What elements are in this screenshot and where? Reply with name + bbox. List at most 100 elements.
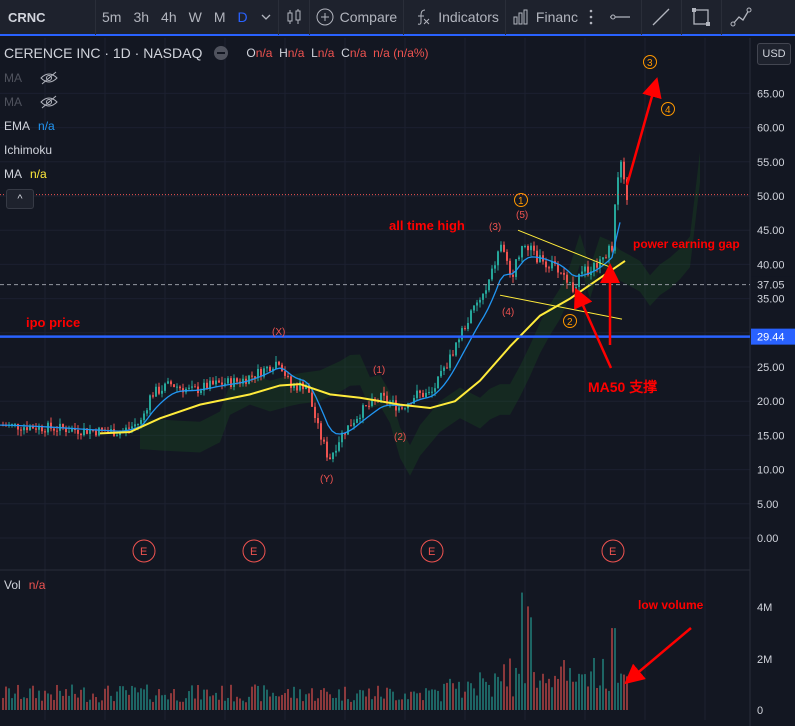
- volume-bar: [188, 691, 190, 710]
- candle-body: [440, 370, 442, 377]
- candle-body: [134, 424, 136, 427]
- candle-body: [521, 246, 523, 258]
- candle-body: [224, 383, 226, 385]
- interval-3h[interactable]: 3h: [133, 9, 150, 25]
- volume-bar: [83, 687, 85, 710]
- earnings-marker-label: E: [428, 546, 435, 558]
- price-marker-label: 37.05: [757, 280, 785, 292]
- interval-5m[interactable]: 5m: [95, 0, 127, 35]
- chart-type-button[interactable]: [277, 0, 309, 35]
- volume-bar: [308, 693, 310, 710]
- financials-label: Financ: [535, 9, 578, 25]
- volume-bar: [482, 678, 484, 710]
- candle-body: [236, 378, 238, 382]
- candle-body: [491, 268, 493, 280]
- candle-body: [230, 378, 232, 387]
- volume-bar: [440, 701, 442, 710]
- volume-bar: [539, 680, 541, 710]
- volume-bar: [623, 674, 625, 710]
- candle-body: [2, 425, 4, 427]
- volume-bar: [194, 698, 196, 710]
- legend-ma-1[interactable]: MA: [4, 71, 58, 85]
- volume-bar: [2, 697, 4, 710]
- volume-bar: [179, 701, 181, 710]
- volume-bar: [152, 701, 154, 710]
- volume-bar: [476, 695, 478, 710]
- candle-body: [122, 430, 124, 433]
- volume-bar: [248, 696, 250, 710]
- volume-bar: [221, 685, 223, 710]
- chevron-up-icon: ^: [17, 193, 23, 205]
- symbol-title[interactable]: CERENCE INC · 1D · NASDAQ: [4, 45, 203, 61]
- volume-bar: [395, 700, 397, 710]
- candle-body: [605, 257, 607, 259]
- function-icon: [418, 9, 430, 25]
- candle-body: [386, 395, 388, 403]
- volume-bar: [218, 699, 220, 710]
- volume-bar: [548, 678, 550, 710]
- legend-toggle-icon[interactable]: [214, 46, 229, 60]
- candle-body: [254, 376, 256, 378]
- candle-body: [497, 251, 499, 266]
- legend-ma-2[interactable]: MA: [4, 95, 58, 109]
- financials-button[interactable]: Financ: [504, 0, 585, 35]
- candle-body: [473, 305, 475, 311]
- candle-body: [143, 413, 145, 421]
- candle-body: [608, 245, 610, 258]
- volume-bar: [227, 697, 229, 710]
- volume-bar: [446, 682, 448, 710]
- candle-body: [584, 266, 586, 272]
- candle-body: [428, 392, 430, 394]
- volume-bar: [62, 695, 64, 710]
- legend-ichimoku[interactable]: Ichimoku: [4, 143, 53, 157]
- candle-body: [341, 432, 343, 443]
- horizontal-ray-tool[interactable]: [599, 0, 641, 35]
- compare-button[interactable]: Compare: [308, 0, 404, 35]
- volume-bar: [287, 689, 289, 710]
- path-tool[interactable]: [720, 0, 761, 35]
- interval-d[interactable]: D: [237, 9, 248, 25]
- wave-label: (5): [516, 210, 528, 221]
- volume-bar: [416, 693, 418, 710]
- candle-body: [263, 368, 265, 377]
- trend-line-tool[interactable]: [640, 0, 681, 35]
- volume-bar: [209, 696, 211, 710]
- legend-ma50[interactable]: MA n/a: [4, 167, 47, 181]
- volume-bar: [281, 694, 283, 710]
- eye-crossed-icon[interactable]: [40, 95, 58, 109]
- candle-body: [17, 423, 19, 430]
- currency-button[interactable]: USD: [757, 43, 791, 65]
- volume-bar: [413, 691, 415, 710]
- earnings-marker: [601, 539, 625, 563]
- indicators-label: Indicators: [438, 9, 499, 25]
- volume-bar: [140, 688, 142, 710]
- volume-bar: [5, 686, 7, 710]
- candle-body: [320, 423, 322, 440]
- volume-bar: [224, 700, 226, 710]
- candle-body: [617, 177, 619, 205]
- candle-body: [362, 405, 364, 418]
- volume-bar: [302, 701, 304, 710]
- rectangle-tool[interactable]: [680, 0, 721, 35]
- collapse-legend-button[interactable]: ^: [6, 189, 34, 209]
- wave-circle-label: 4: [665, 105, 671, 116]
- eye-crossed-icon[interactable]: [40, 71, 58, 85]
- drag-handle[interactable]: [585, 0, 599, 35]
- candle-body: [563, 272, 565, 275]
- indicators-button[interactable]: Indicators: [403, 0, 505, 35]
- candle-body: [545, 261, 547, 268]
- wave-label: (2): [394, 432, 406, 443]
- wave-circle: [661, 102, 675, 116]
- volume-bar: [584, 674, 586, 710]
- interval-dropdown[interactable]: [254, 0, 278, 35]
- volume-bar: [587, 686, 589, 710]
- interval-4h[interactable]: 4h: [161, 9, 177, 25]
- symbol-search[interactable]: CRNC: [8, 9, 46, 25]
- legend-ema[interactable]: EMA n/a: [4, 119, 55, 133]
- interval-m[interactable]: M: [213, 9, 226, 25]
- candle-body: [317, 418, 319, 424]
- volume-bar: [431, 689, 433, 710]
- volume-bar: [320, 689, 322, 710]
- interval-w[interactable]: W: [188, 9, 202, 25]
